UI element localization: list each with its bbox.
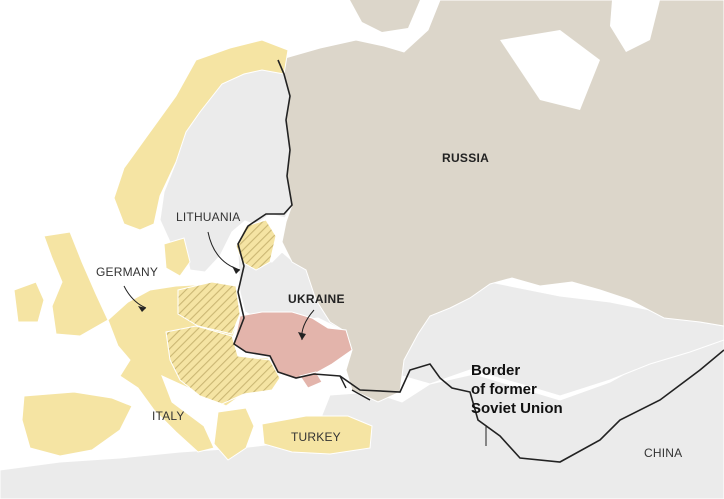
eu-greece — [213, 407, 255, 461]
eu-norway — [113, 39, 289, 231]
germany-arrow — [123, 285, 147, 309]
ukraine-arrowhead — [298, 332, 306, 340]
soviet-border-tick — [339, 375, 371, 401]
border-annotation-line-2: of former — [471, 381, 537, 398]
eu-turkey — [261, 415, 373, 455]
soviet-border-line — [233, 59, 724, 463]
arctic-island — [350, 0, 420, 32]
italy-label: ITALY — [152, 409, 185, 423]
russia-label: RUSSIA — [442, 151, 489, 165]
land-non-member — [401, 277, 724, 397]
border-annotation-line-3: Soviet Union — [471, 400, 563, 417]
lithuania-arrowhead — [232, 266, 240, 274]
china-label: CHINA — [644, 446, 682, 460]
arctic-island — [500, 30, 600, 110]
arctic-island — [610, 0, 660, 52]
eu-ireland — [13, 281, 45, 323]
lithuania-label: LITHUANIA — [176, 210, 240, 224]
hatched-central-east — [165, 325, 281, 405]
germany-label: GERMANY — [96, 265, 158, 279]
border-annotation-line-1: Border — [471, 362, 520, 379]
eu-iberia — [21, 391, 133, 457]
ukraine-label: UKRAINE — [288, 292, 345, 306]
hatched-baltics — [235, 219, 277, 271]
eu-uk — [43, 231, 109, 337]
russia-landmass — [277, 0, 724, 403]
hatched-poland — [177, 281, 241, 335]
turkey-label: TURKEY — [291, 430, 341, 444]
eu-denmark — [163, 237, 191, 277]
germany-arrowhead — [138, 306, 146, 312]
